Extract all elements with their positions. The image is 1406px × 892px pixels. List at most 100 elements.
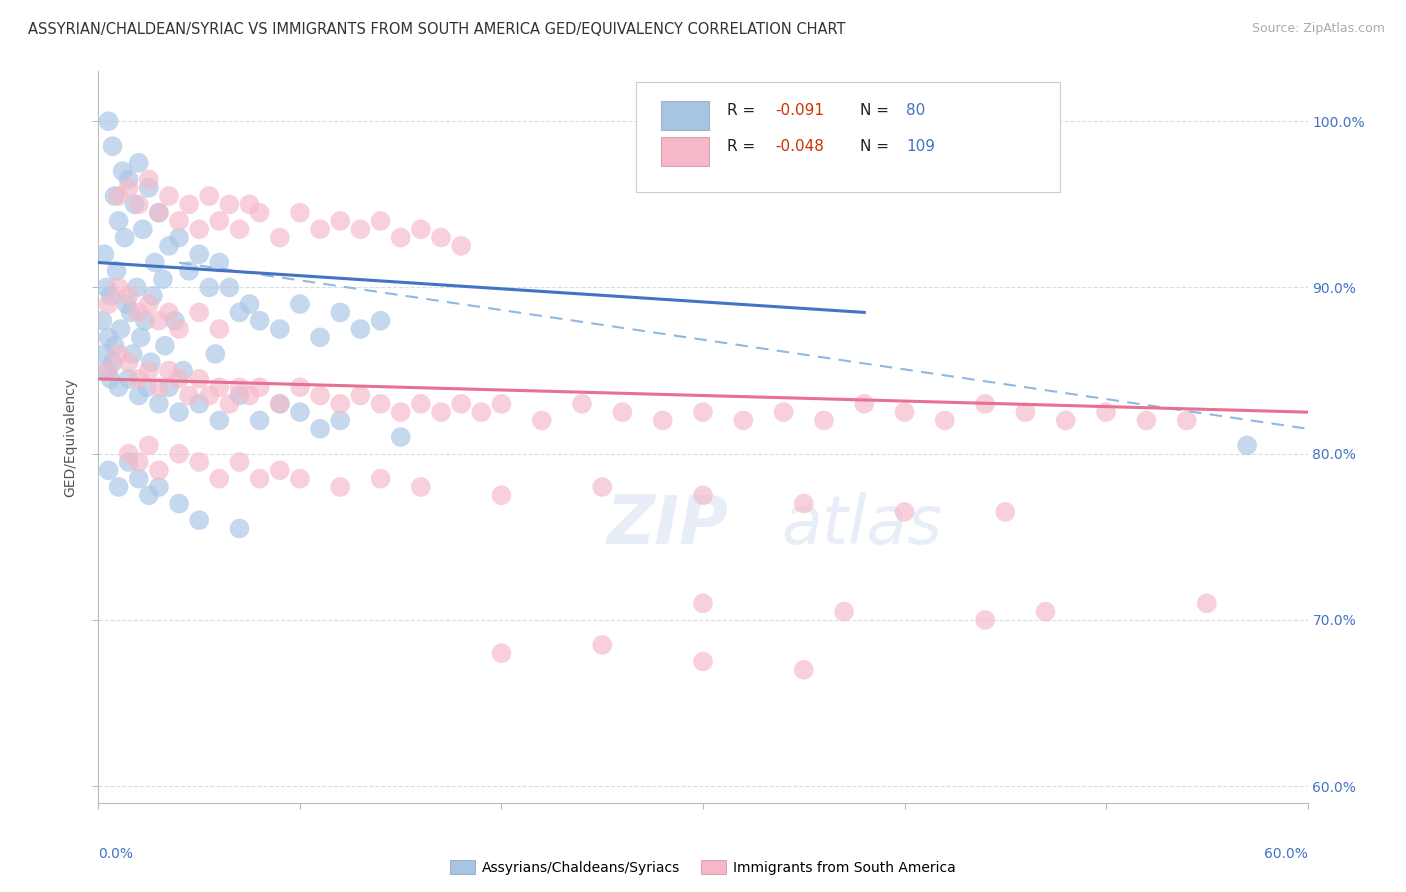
Point: [115, 297, 138, 311]
Point: [389, 230, 412, 244]
Point: [120, 305, 142, 319]
Point: [188, 247, 211, 261]
Point: [793, 497, 815, 511]
Point: [125, 280, 148, 294]
Point: [138, 172, 160, 186]
Point: [974, 397, 997, 411]
Point: [450, 397, 472, 411]
Point: [124, 197, 146, 211]
Point: [101, 355, 124, 369]
Point: [329, 480, 352, 494]
Point: [167, 322, 190, 336]
Point: [118, 447, 141, 461]
Legend: Assyrians/Chaldeans/Syriacs, Immigrants from South America: Assyrians/Chaldeans/Syriacs, Immigrants …: [444, 855, 962, 880]
Point: [198, 280, 221, 294]
Point: [138, 180, 160, 194]
Point: [430, 230, 453, 244]
Point: [93, 247, 115, 261]
Point: [1095, 405, 1118, 419]
Point: [208, 380, 231, 394]
Point: [172, 363, 194, 377]
Point: [128, 472, 150, 486]
Point: [188, 513, 211, 527]
Point: [249, 205, 271, 219]
Point: [269, 322, 291, 336]
Point: [329, 305, 352, 319]
Point: [179, 264, 201, 278]
Point: [128, 455, 150, 469]
Point: [139, 355, 162, 369]
Point: [148, 397, 170, 411]
Point: [103, 339, 125, 353]
Text: R =: R =: [727, 139, 761, 154]
Point: [138, 488, 160, 502]
Point: [188, 397, 211, 411]
Point: [101, 139, 124, 153]
FancyBboxPatch shape: [637, 82, 1060, 192]
Point: [269, 463, 291, 477]
Point: [128, 197, 150, 211]
Point: [470, 405, 492, 419]
Point: [128, 305, 150, 319]
Point: [491, 488, 513, 502]
Point: [430, 405, 453, 419]
Point: [208, 214, 231, 228]
Point: [163, 314, 186, 328]
Point: [409, 480, 432, 494]
Point: [591, 638, 613, 652]
Point: [249, 314, 271, 328]
Point: [349, 388, 371, 402]
Point: [188, 372, 211, 386]
Point: [153, 339, 176, 353]
Point: [100, 289, 122, 303]
Text: N =: N =: [860, 103, 894, 118]
Point: [132, 222, 155, 236]
Point: [107, 347, 129, 361]
Point: [793, 663, 815, 677]
Point: [832, 605, 855, 619]
Point: [148, 380, 170, 394]
Point: [157, 380, 180, 394]
Point: [157, 363, 180, 377]
Text: N =: N =: [860, 139, 894, 154]
Point: [188, 455, 211, 469]
Point: [389, 405, 412, 419]
Point: [309, 388, 332, 402]
Text: ZIP: ZIP: [606, 491, 728, 558]
Point: [103, 189, 125, 203]
Point: [138, 297, 160, 311]
Point: [208, 255, 231, 269]
Text: atlas: atlas: [782, 491, 942, 558]
Point: [389, 430, 412, 444]
Point: [138, 363, 160, 377]
Point: [148, 314, 170, 328]
Point: [218, 197, 240, 211]
Text: -0.091: -0.091: [776, 103, 824, 118]
Point: [228, 388, 250, 402]
Point: [228, 522, 250, 536]
Text: 109: 109: [905, 139, 935, 154]
Point: [198, 388, 221, 402]
Point: [129, 330, 152, 344]
Point: [107, 280, 129, 294]
Point: [893, 505, 915, 519]
Point: [107, 480, 129, 494]
Point: [612, 405, 634, 419]
Point: [288, 205, 311, 219]
Point: [288, 405, 311, 419]
Point: [1195, 596, 1218, 610]
Point: [329, 214, 352, 228]
Point: [167, 447, 190, 461]
Point: [692, 405, 714, 419]
Point: [96, 280, 118, 294]
Point: [167, 405, 190, 419]
Point: [288, 297, 311, 311]
Y-axis label: GED/Equivalency: GED/Equivalency: [63, 377, 77, 497]
Point: [450, 239, 472, 253]
Point: [128, 372, 150, 386]
Point: [309, 222, 332, 236]
Point: [239, 197, 262, 211]
Point: [692, 655, 714, 669]
Point: [148, 480, 170, 494]
Point: [96, 363, 118, 377]
